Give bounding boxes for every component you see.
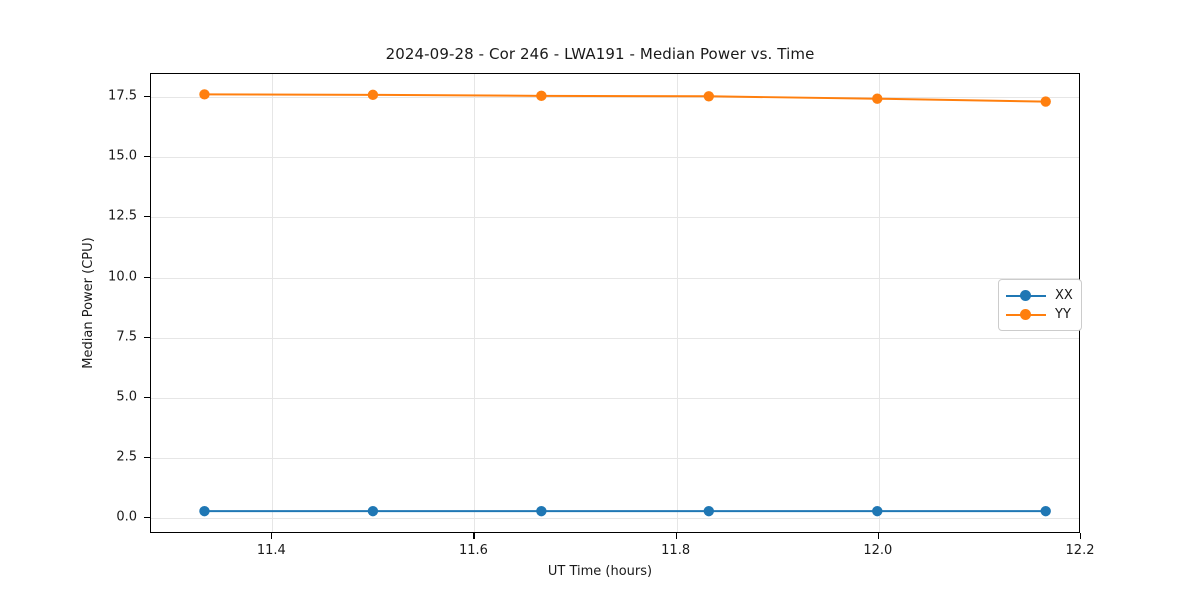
data-point bbox=[872, 505, 883, 517]
y-tick-mark bbox=[144, 156, 150, 158]
gridline-horizontal bbox=[151, 217, 1079, 219]
series-yy bbox=[199, 89, 1051, 107]
x-tick-mark bbox=[473, 533, 475, 539]
x-tick-label: 11.6 bbox=[458, 543, 488, 558]
plot-area bbox=[150, 73, 1080, 533]
data-point bbox=[1040, 96, 1051, 107]
y-tick-label: 15.0 bbox=[108, 148, 137, 164]
data-point bbox=[367, 89, 379, 101]
y-tick-mark bbox=[144, 457, 150, 459]
y-tick-label: 10.0 bbox=[108, 269, 137, 284]
data-point bbox=[1040, 505, 1051, 517]
x-axis-label: UT Time (hours) bbox=[547, 564, 653, 579]
data-point bbox=[367, 505, 379, 517]
gridline-horizontal bbox=[151, 157, 1079, 159]
data-point bbox=[536, 505, 547, 517]
series-layer bbox=[199, 89, 1051, 517]
legend-item-yy[interactable]: YY bbox=[1006, 305, 1073, 324]
data-point bbox=[703, 91, 714, 102]
y-tick-label: 12.5 bbox=[108, 208, 137, 224]
gridline-horizontal bbox=[151, 96, 1079, 98]
y-tick-mark bbox=[144, 216, 150, 218]
legend-label: YY bbox=[1055, 307, 1071, 322]
gridline-vertical bbox=[878, 74, 880, 532]
x-tick-mark bbox=[877, 533, 879, 539]
gridline-horizontal bbox=[151, 277, 1079, 279]
data-point bbox=[536, 90, 547, 102]
y-tick-label: 2.5 bbox=[116, 449, 137, 465]
y-tick-mark bbox=[144, 276, 150, 278]
x-tick-label: 12.0 bbox=[863, 543, 893, 558]
y-tick-label: 0.0 bbox=[116, 509, 137, 525]
legend-marker-icon bbox=[1006, 308, 1046, 322]
gridline-vertical bbox=[272, 74, 274, 532]
y-tick-mark bbox=[144, 336, 150, 338]
chart-legend[interactable]: XX YY bbox=[998, 279, 1082, 331]
x-tick-mark bbox=[675, 533, 677, 539]
y-axis-label: Median Power (CPU) bbox=[81, 237, 96, 369]
gridline-horizontal bbox=[151, 518, 1079, 520]
x-tick-mark bbox=[1080, 533, 1082, 539]
y-tick-label: 17.5 bbox=[108, 88, 137, 104]
data-point bbox=[199, 89, 210, 100]
y-tick-mark bbox=[144, 517, 150, 519]
y-tick-mark bbox=[144, 396, 150, 399]
gridline-horizontal bbox=[151, 397, 1079, 399]
data-point bbox=[199, 505, 210, 517]
legend-label: XX bbox=[1055, 288, 1073, 303]
y-tick-label: 7.5 bbox=[116, 329, 137, 345]
series-line bbox=[203, 93, 1047, 103]
gridline-vertical bbox=[474, 74, 476, 532]
data-point bbox=[703, 505, 714, 517]
gridline-horizontal bbox=[151, 337, 1079, 339]
y-tick-label: 5.0 bbox=[116, 389, 137, 405]
y-tick-mark bbox=[144, 95, 150, 97]
gridline-vertical bbox=[676, 74, 678, 532]
chart-title: 2024-09-28 - Cor 246 - LWA191 - Median P… bbox=[385, 45, 815, 63]
x-tick-label: 11.4 bbox=[256, 543, 286, 558]
x-tick-label: 12.2 bbox=[1065, 543, 1095, 558]
data-point bbox=[872, 93, 883, 104]
series-xx bbox=[199, 505, 1051, 517]
gridline-horizontal bbox=[151, 458, 1079, 460]
x-tick-label: 11.8 bbox=[661, 543, 691, 558]
x-tick-mark bbox=[271, 533, 273, 539]
legend-marker-icon bbox=[1006, 289, 1046, 303]
legend-item-xx[interactable]: XX bbox=[1006, 286, 1073, 305]
